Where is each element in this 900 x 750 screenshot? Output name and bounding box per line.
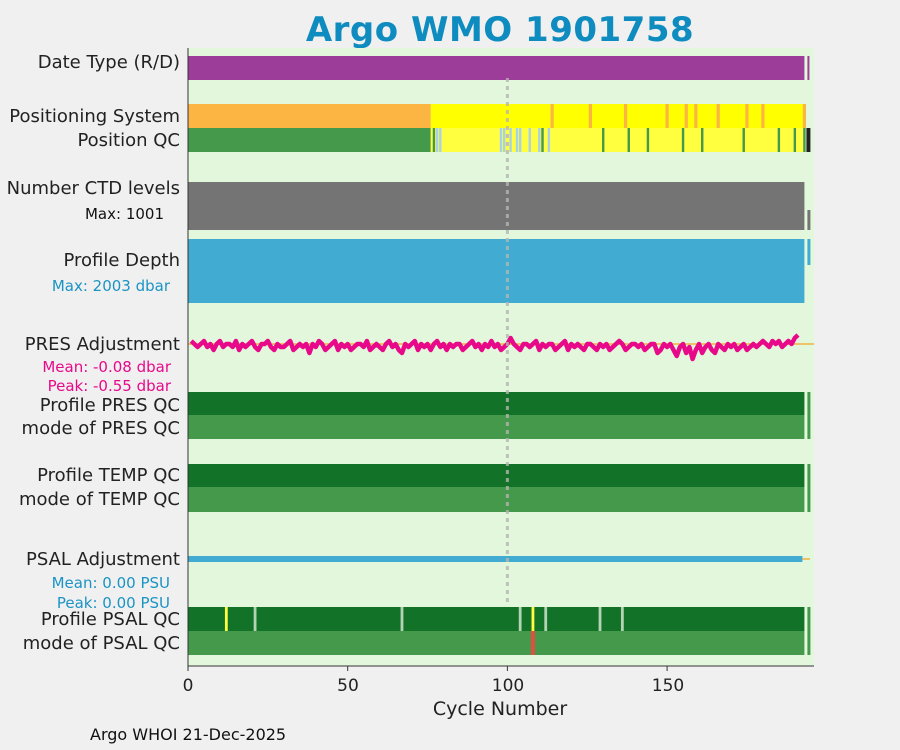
position-qc-good-bar xyxy=(188,128,431,152)
position-qc-green-stripe xyxy=(541,128,544,152)
sublabel-psal-peak: Peak: 0.00 PSU xyxy=(56,594,170,612)
position-qc-green-stripe xyxy=(777,128,781,152)
label-pres-adjustment: PRES Adjustment xyxy=(24,334,180,355)
date-type-end-bar xyxy=(807,56,810,80)
positioning-gps-stripe xyxy=(716,104,720,128)
chart-title: Argo WMO 1901758 xyxy=(305,10,695,50)
position-qc-green-stripe xyxy=(742,128,745,152)
pres-adjustment-line xyxy=(189,333,800,362)
positioning-gps-stripe xyxy=(745,104,749,128)
psal-qc-gray-stripe xyxy=(400,607,404,631)
label-ctd-levels: Number CTD levels xyxy=(6,178,180,199)
label-profile-temp-qc: Profile TEMP QC xyxy=(37,465,180,486)
label-profile-pres-qc: Profile PRES QC xyxy=(39,395,180,416)
positioning-argos-bar xyxy=(430,104,805,128)
mode-pres-qc-bar xyxy=(188,415,805,439)
position-qc-blue-stripe xyxy=(502,128,506,152)
label-date-type: Date Type (R/D) xyxy=(37,52,180,73)
label-position-qc: Position QC xyxy=(77,130,180,151)
position-qc-blue-stripe xyxy=(499,128,503,152)
positioning-gps-stripe xyxy=(623,104,628,128)
psal-qc-end-bar xyxy=(807,607,811,655)
positioning-gps-stripe xyxy=(802,104,807,128)
position-qc-blue-stripe xyxy=(509,128,512,152)
label-mode-pres-qc: mode of PRES QC xyxy=(21,418,180,439)
temp-qc-end-bar xyxy=(807,464,811,512)
pres-qc-end-bar xyxy=(807,392,811,439)
sublabel-ctd-max: Max: 1001 xyxy=(84,205,164,223)
x-tick-100: 100 xyxy=(491,676,525,696)
psal-qc-gray-stripe xyxy=(518,607,522,631)
position-qc-light-bar xyxy=(430,128,805,152)
x-tick-150: 150 xyxy=(651,676,685,696)
positioning-gps-stripe xyxy=(588,104,593,128)
positioning-gps-stripe xyxy=(665,104,669,128)
psal-qc-gray-stripe xyxy=(620,607,624,631)
positioning-gps-stripe xyxy=(761,104,765,128)
positioning-gps-stripe xyxy=(694,104,698,128)
position-qc-green-stripe xyxy=(803,128,806,152)
label-psal-adjustment: PSAL Adjustment xyxy=(25,549,180,570)
position-qc-green-stripe xyxy=(602,128,605,152)
position-qc-end-stripe xyxy=(806,128,811,152)
ctd-levels-bar xyxy=(188,182,805,230)
positioning-gps-stripe xyxy=(550,104,554,128)
label-mode-temp-qc: mode of TEMP QC xyxy=(18,489,180,510)
psal-qc-gray-stripe xyxy=(544,607,548,631)
psal-qc-yellow-stripe xyxy=(224,607,228,631)
date-type-bar xyxy=(188,56,805,80)
footer-credit: Argo WHOI 21-Dec-2025 xyxy=(90,725,287,744)
profile-depth-end-bar xyxy=(807,239,811,265)
position-qc-green-stripe xyxy=(646,128,650,152)
sublabel-depth-max: Max: 2003 dbar xyxy=(51,277,170,295)
label-profile-depth: Profile Depth xyxy=(63,250,180,271)
position-qc-green-stripe xyxy=(627,128,630,152)
profile-depth-bar xyxy=(188,239,805,303)
x-tick-50: 50 xyxy=(337,676,359,696)
label-profile-psal-qc: Profile PSAL QC xyxy=(40,609,180,630)
positioning-gps-stripe xyxy=(684,104,688,128)
sublabel-pres-peak: Peak: -0.55 dbar xyxy=(47,377,171,395)
position-qc-blue-stripe xyxy=(538,128,541,152)
sublabel-pres-mean: Mean: -0.08 dbar xyxy=(42,358,171,376)
psal-qc-yellow-stripe xyxy=(531,607,535,631)
position-qc-green-stripe xyxy=(432,128,436,152)
position-qc-green-stripe xyxy=(701,128,704,152)
profile-temp-qc-bar xyxy=(188,464,805,487)
position-qc-blue-stripe xyxy=(528,128,531,152)
profile-pres-qc-bar xyxy=(188,392,805,415)
position-qc-green-stripe xyxy=(793,128,797,152)
mode-psal-qc-bar xyxy=(188,631,805,655)
positioning-gps-bar xyxy=(188,104,431,128)
x-tick-0: 0 xyxy=(182,676,194,696)
x-axis-label: Cycle Number xyxy=(432,698,568,720)
position-qc-blue-stripe xyxy=(518,128,522,152)
profile-psal-qc-bar xyxy=(188,607,805,631)
ctd-levels-end-bar xyxy=(807,210,811,230)
label-positioning-system: Positioning System xyxy=(9,106,180,127)
position-qc-blue-stripe xyxy=(439,128,442,152)
psal-adjustment-line xyxy=(188,556,803,562)
position-qc-green-stripe xyxy=(681,128,685,152)
position-qc-blue-stripe xyxy=(515,128,519,152)
label-mode-psal-qc: mode of PSAL QC xyxy=(22,633,180,654)
position-qc-blue-stripe xyxy=(435,128,439,152)
psal-mode-red-stripe xyxy=(530,631,535,655)
position-qc-blue-stripe xyxy=(547,128,551,152)
psal-qc-gray-stripe xyxy=(598,607,602,631)
sublabel-psal-mean: Mean: 0.00 PSU xyxy=(51,574,170,592)
mode-temp-qc-bar xyxy=(188,487,805,512)
psal-qc-gray-stripe xyxy=(253,607,257,631)
